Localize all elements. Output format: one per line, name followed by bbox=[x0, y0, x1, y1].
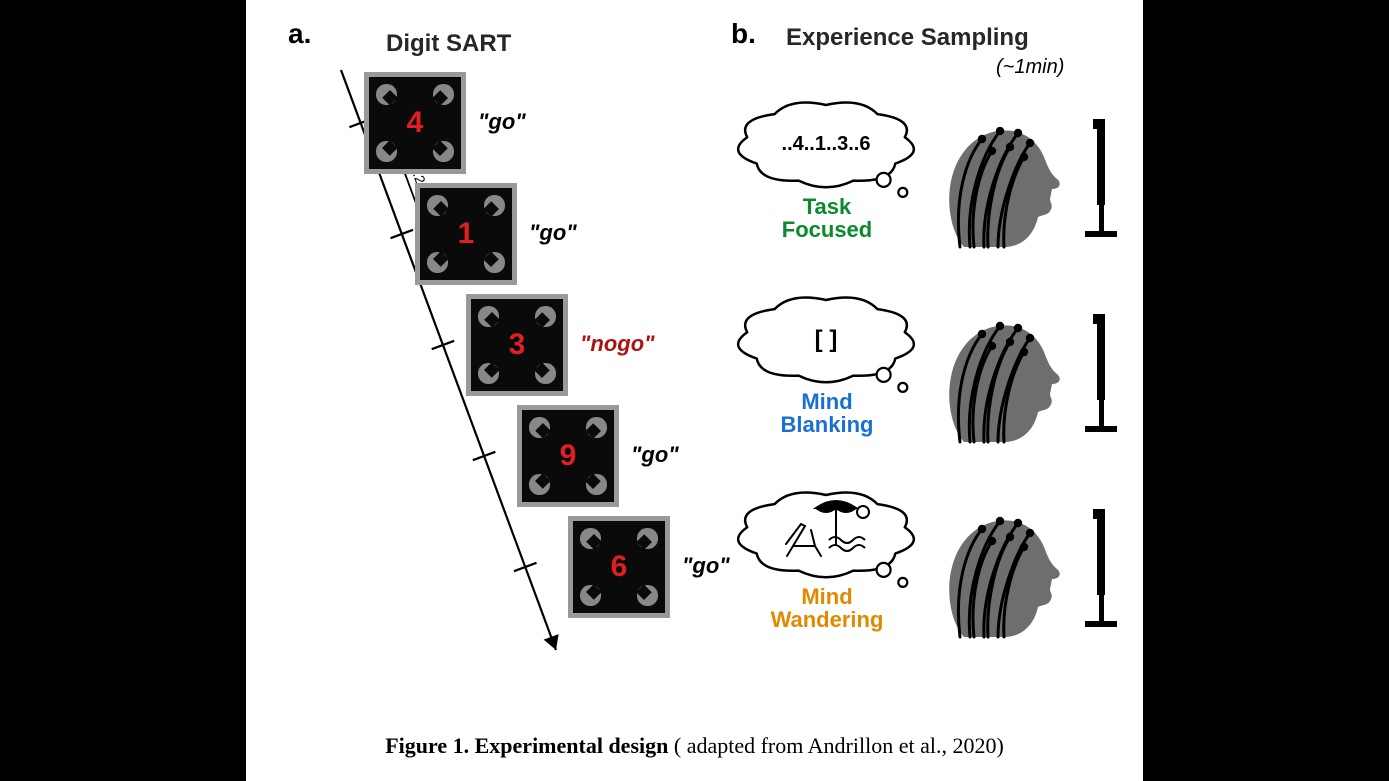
eeg-head-icon bbox=[926, 497, 1076, 647]
experience-row bbox=[246, 0, 1143, 781]
state-label: MindWandering bbox=[742, 585, 912, 631]
state-label-line: Wandering bbox=[742, 608, 912, 631]
state-label-line: Mind bbox=[742, 585, 912, 608]
monitor-icon bbox=[1081, 503, 1121, 643]
